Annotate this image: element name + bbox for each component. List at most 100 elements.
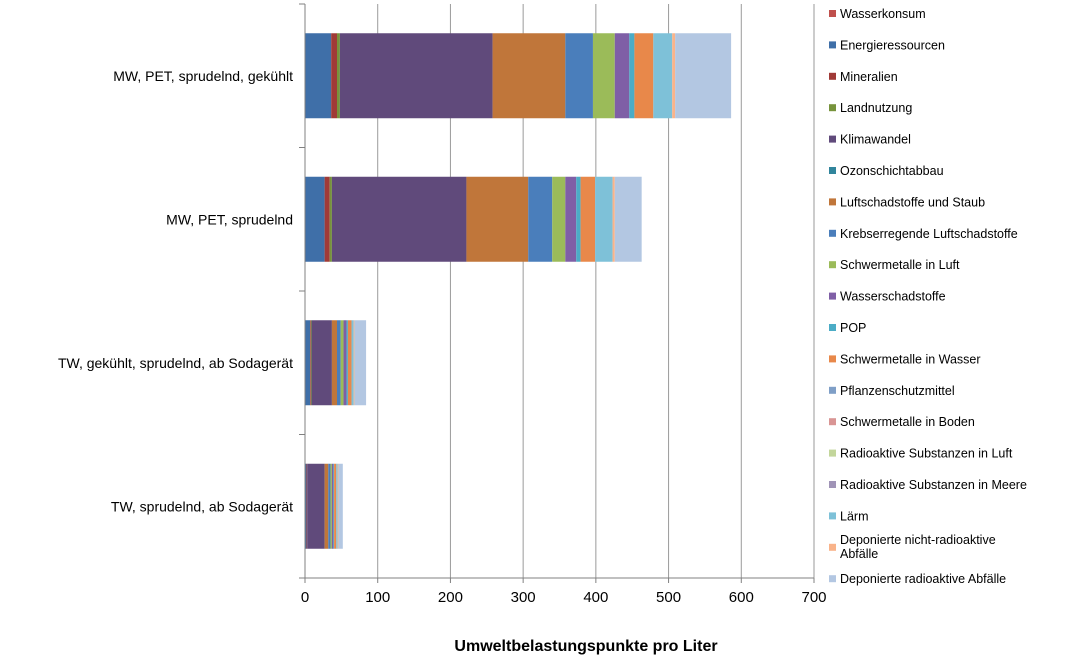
bar-segment (331, 33, 337, 119)
legend-swatch (829, 355, 836, 363)
legend-swatch (829, 292, 836, 300)
legend-swatch (829, 575, 836, 583)
x-tick-label: 500 (656, 589, 681, 606)
legend-label: Deponierte nicht-radioaktive Abfälle (840, 533, 996, 561)
bar-segment (336, 33, 340, 119)
bar-segment (653, 33, 673, 119)
x-tick-labels: 0 100 200 300 400 500 600 700 (301, 589, 827, 606)
legend-label: Wasserkonsum (840, 7, 926, 21)
bar-segment (307, 463, 325, 549)
bar-segment (305, 33, 332, 119)
bar-segment (331, 176, 467, 262)
legend-swatch (829, 41, 836, 49)
bar-segment (346, 320, 348, 406)
bar-segment (612, 176, 615, 262)
legend-label: Ozonschichtabbau (840, 164, 944, 178)
legend-label: Radioaktive Substanzen in Meere (840, 478, 1027, 492)
bar-segment (353, 320, 355, 406)
bar-segment (466, 176, 529, 262)
x-tick-label: 600 (729, 589, 754, 606)
legend-label: Luftschadstoffe und Staub (840, 195, 985, 209)
bar-segment (347, 320, 352, 406)
bar-segment (331, 320, 337, 406)
legend-label: Schwermetalle in Boden (840, 415, 975, 429)
bar-segment (305, 176, 325, 262)
legend-swatch (829, 104, 836, 112)
legend-swatch (829, 418, 836, 426)
category-label: MW, PET, sprudelnd, gekühlt (113, 68, 293, 84)
x-tick-label: 700 (801, 589, 826, 606)
bar-segment (565, 33, 593, 119)
bar-segment (629, 33, 635, 119)
legend-label: Pflanzenschutzmittel (840, 384, 955, 398)
bar-segment (343, 320, 347, 406)
bar-segment (311, 320, 332, 406)
x-axis-label: Umweltbelastungspunkte pro Liter (454, 638, 717, 655)
legend-swatch (829, 449, 836, 457)
bar-segment (675, 33, 732, 119)
category-label: TW, sprudelnd, ab Sodagerät (111, 498, 293, 514)
bar-segment (351, 320, 354, 406)
legend-label: Krebserregende Luftschadstoffe (840, 227, 1018, 241)
x-tick-label: 0 (301, 589, 309, 606)
bars (305, 33, 732, 549)
legend-label: Deponierte radioaktive Abfälle (840, 572, 1006, 586)
legend-swatch (829, 543, 836, 551)
legend-label: Landnutzung (840, 101, 912, 115)
category-label: MW, PET, sprudelnd (166, 211, 293, 227)
bar-segment (595, 176, 613, 262)
axes (299, 3, 815, 583)
bar-segment (310, 320, 312, 406)
legend-swatch (829, 198, 836, 206)
legend-label: Schwermetalle in Luft (840, 258, 960, 272)
legend-label: Wasserschadstoffe (840, 290, 946, 304)
bar-segment (565, 176, 577, 262)
legend-label: Schwermetalle in Wasser (840, 352, 981, 366)
legend-swatch (829, 72, 836, 80)
bar-segment (324, 176, 330, 262)
legend-label: Klimawandel (840, 133, 911, 147)
bar-segment (331, 463, 334, 549)
legend-swatch (829, 261, 836, 269)
bar-segment (354, 320, 367, 406)
bar-segment (337, 463, 339, 549)
bar-segment (334, 463, 337, 549)
legend-swatch (829, 229, 836, 237)
legend-label: Lärm (840, 509, 868, 523)
bar-segment (580, 176, 596, 262)
legend-label: Energieressourcen (840, 38, 945, 52)
bar-segment (340, 320, 344, 406)
bar-segment (305, 320, 311, 406)
legend-label: POP (840, 321, 866, 335)
bar-segment (330, 463, 332, 549)
bar-segment (338, 463, 343, 549)
bar-segment (324, 463, 329, 549)
bar-segment (333, 463, 335, 549)
bar-segment (305, 463, 307, 549)
x-tick-label: 200 (438, 589, 463, 606)
x-tick-label: 400 (583, 589, 608, 606)
bar-segment (614, 176, 642, 262)
legend-swatch (829, 386, 836, 394)
x-tick-label: 300 (511, 589, 536, 606)
bar-segment (634, 33, 654, 119)
bar-segment (576, 176, 581, 262)
legend-label: Mineralien (840, 70, 898, 84)
category-label: TW, gekühlt, sprudelnd, ab Sodagerät (58, 355, 293, 371)
bar-segment (310, 320, 311, 406)
legend-swatch (829, 481, 836, 488)
legend-swatch (829, 512, 836, 520)
bar-segment (339, 33, 493, 119)
bar-segment (336, 320, 341, 406)
category-labels: MW, PET, sprudelnd, gekühlt MW, PET, spru… (58, 68, 293, 515)
legend: Wasserkonsum Energieressourcen Mineralien L… (829, 7, 1027, 586)
bar-segment (552, 176, 566, 262)
bar-segment (672, 33, 676, 119)
legend-swatch (829, 10, 836, 17)
bar-segment (328, 463, 331, 549)
x-tick-label: 100 (365, 589, 390, 606)
legend-label: Radioaktive Substanzen in Luft (840, 447, 1013, 461)
legend-swatch (829, 324, 836, 331)
legend-swatch (829, 167, 836, 174)
